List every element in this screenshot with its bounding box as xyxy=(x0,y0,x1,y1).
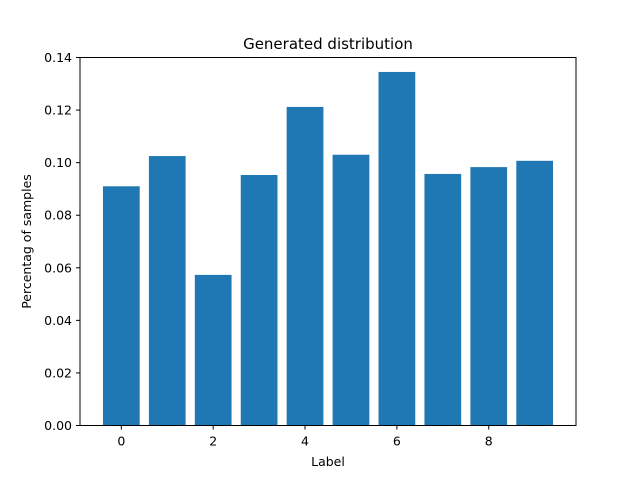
bars-group xyxy=(102,71,554,426)
x-tick-label: 6 xyxy=(393,434,401,449)
y-axis-ticks: 0.00 0.02 0.04 0.06 0.08 0.10 0.12 0.14 xyxy=(44,50,80,433)
bar-label-4 xyxy=(286,106,324,426)
bar-label-6 xyxy=(378,71,416,426)
bar-label-5 xyxy=(332,154,370,426)
bar-label-7 xyxy=(424,173,462,426)
y-tick-label: 0.12 xyxy=(44,103,72,118)
chart-title: Generated distribution xyxy=(243,35,413,53)
x-axis-ticks: 0 2 4 6 8 xyxy=(117,425,493,449)
plot-frame xyxy=(79,57,577,426)
x-tick-label: 8 xyxy=(485,434,493,449)
y-axis-label: Percentag of samples xyxy=(19,174,34,309)
y-tick-label: 0.08 xyxy=(44,208,72,223)
y-tick-label: 0.00 xyxy=(44,418,72,433)
y-tick-label: 0.06 xyxy=(44,260,72,275)
y-tick-label: 0.02 xyxy=(44,365,72,380)
bar-label-0 xyxy=(102,186,140,426)
bar-label-9 xyxy=(516,160,554,426)
x-tick-label: 4 xyxy=(301,434,309,449)
bar-label-8 xyxy=(470,167,508,426)
x-axis-label: Label xyxy=(311,454,345,469)
y-tick-label: 0.10 xyxy=(44,155,72,170)
bar-label-3 xyxy=(240,174,278,426)
bar-label-1 xyxy=(148,156,186,426)
bar-label-2 xyxy=(194,274,232,426)
y-tick-label: 0.14 xyxy=(44,50,72,65)
y-tick-label: 0.04 xyxy=(44,313,72,328)
x-tick-label: 2 xyxy=(209,434,217,449)
x-tick-label: 0 xyxy=(117,434,125,449)
